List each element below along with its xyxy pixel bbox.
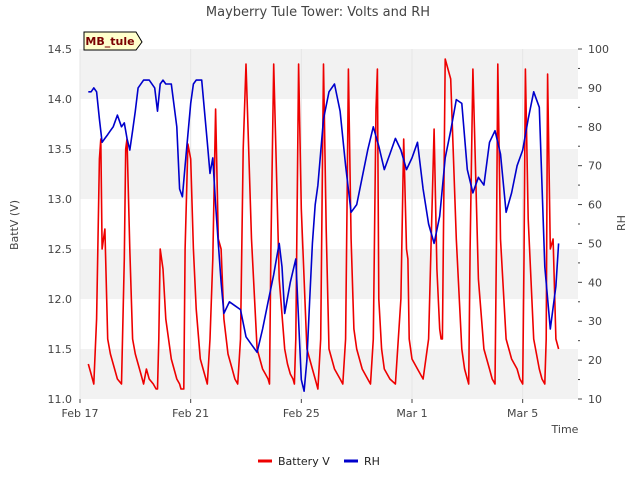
- right-tick-label: 20: [588, 354, 602, 367]
- plot-band: [80, 349, 578, 399]
- left-tick-label: 12.5: [48, 243, 73, 256]
- right-axis-label: RH: [615, 215, 628, 231]
- right-tick-label: 30: [588, 315, 602, 328]
- left-tick-label: 13.0: [48, 193, 73, 206]
- right-tick-label: 70: [588, 160, 602, 173]
- left-tick-label: 13.5: [48, 143, 73, 156]
- right-tick-label: 40: [588, 276, 602, 289]
- x-tick-label: Feb 21: [172, 407, 209, 420]
- right-tick-label: 80: [588, 121, 602, 134]
- left-tick-label: 11.5: [48, 343, 73, 356]
- right-tick-label: 90: [588, 82, 602, 95]
- left-axis-ticks: 11.0 11.5 12.0 12.5 13.0 13.5 14.0 14.5: [48, 43, 73, 406]
- battery-series-line: [87, 58, 560, 390]
- legend-rh-label: RH: [364, 455, 380, 468]
- right-axis-ticks: 10 20 30 40 50 60 70 80 90 100: [578, 43, 609, 406]
- rh-series-line: [88, 79, 560, 393]
- x-tick-label: Mar 1: [396, 407, 427, 420]
- plot-band: [80, 149, 578, 199]
- right-tick-label: 50: [588, 237, 602, 250]
- x-axis-label: Time: [551, 423, 579, 436]
- chart-title: Mayberry Tule Tower: Volts and RH: [206, 5, 430, 20]
- site-label-box: [83, 31, 143, 51]
- right-tick-label: 100: [588, 43, 609, 56]
- right-tick-label: 10: [588, 393, 602, 406]
- left-tick-label: 12.0: [48, 293, 73, 306]
- left-tick-label: 14.5: [48, 43, 73, 56]
- x-tick-label: Mar 5: [507, 407, 538, 420]
- legend-battery-label: Battery V: [278, 455, 330, 468]
- x-tick-label: Feb 17: [62, 407, 99, 420]
- legend: Battery V RH: [258, 455, 380, 468]
- left-tick-label: 14.0: [48, 93, 73, 106]
- site-label: MB_tule: [85, 35, 134, 48]
- x-tick-label: Feb 25: [283, 407, 320, 420]
- right-tick-label: 60: [588, 199, 602, 212]
- left-tick-label: 11.0: [48, 393, 73, 406]
- series-lines: [87, 58, 560, 393]
- x-axis-ticks: Feb 17 Feb 21 Feb 25 Mar 1 Mar 5: [62, 399, 538, 420]
- left-axis-label: BattV (V): [8, 200, 21, 250]
